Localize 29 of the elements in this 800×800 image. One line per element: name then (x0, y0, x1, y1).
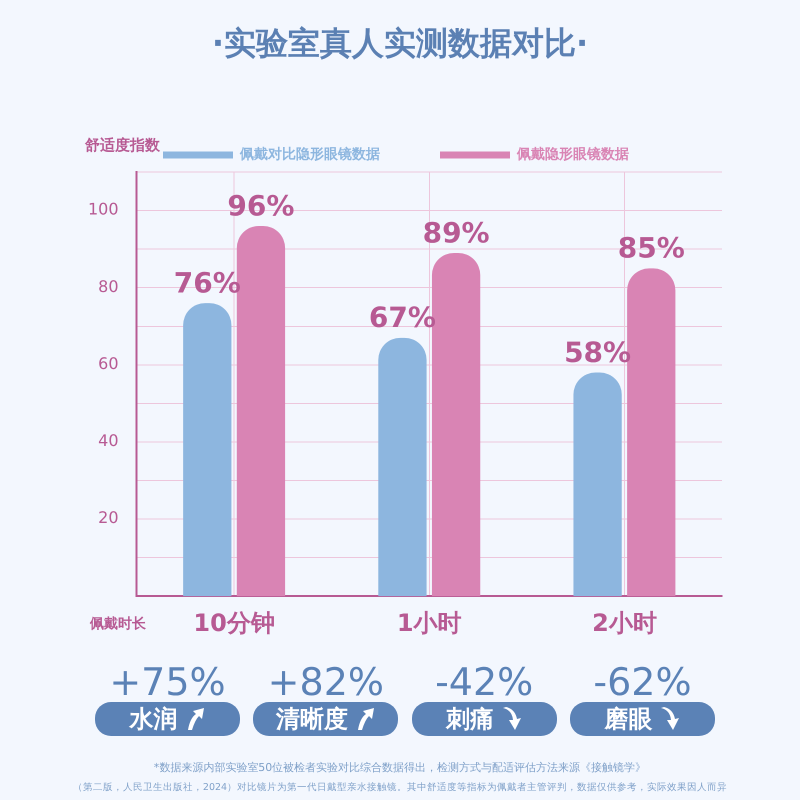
text: 清晰度 (276, 705, 348, 733)
legend-label: 佩戴隐形眼镜数据 (516, 146, 629, 163)
chart-title: ·实验室真人实测数据对比· (210, 23, 590, 64)
text: 刺痛 (446, 705, 494, 733)
data-label: 89% (422, 216, 490, 250)
bar (183, 303, 232, 596)
bar (573, 372, 622, 596)
text: （第二版，人民卫生出版社，2024）对比镜片为第一代日戴型亲水接触镜。其中舒适度等指标为佩戴者主管评判，数据仅供参考，实际效果因人而异 (72, 781, 728, 795)
bar (378, 338, 427, 596)
x-tick-label: 2小时 (592, 608, 657, 637)
x-tick-label: 10分钟 (193, 608, 275, 637)
y-tick-label: 80 (98, 276, 119, 296)
text: 水润 (130, 705, 178, 733)
y-tick-label: 60 (98, 354, 119, 373)
y-tick-label: 40 (98, 431, 119, 450)
y-axis-title: 舒适度指数 (84, 136, 161, 154)
x-axis-title: 佩戴时长 (89, 616, 147, 632)
text: 磨眼 (604, 705, 652, 733)
text: -42% (434, 660, 534, 704)
text: +82% (266, 660, 385, 704)
legend-label: 佩戴对比隐形眼镜数据 (239, 146, 380, 163)
text: -62% (592, 660, 693, 704)
y-tick-label: 20 (98, 508, 119, 528)
data-label: 96% (227, 189, 294, 222)
text: *数据来源内部实验室50位被检者实验对比综合数据得出，检测方式与配适评估方法来源《接触镜学》 (152, 760, 648, 776)
data-label: 85% (618, 232, 685, 265)
x-tick-label: 1小时 (396, 608, 462, 637)
text: +75% (108, 660, 227, 704)
y-tick-label: 100 (88, 200, 119, 219)
